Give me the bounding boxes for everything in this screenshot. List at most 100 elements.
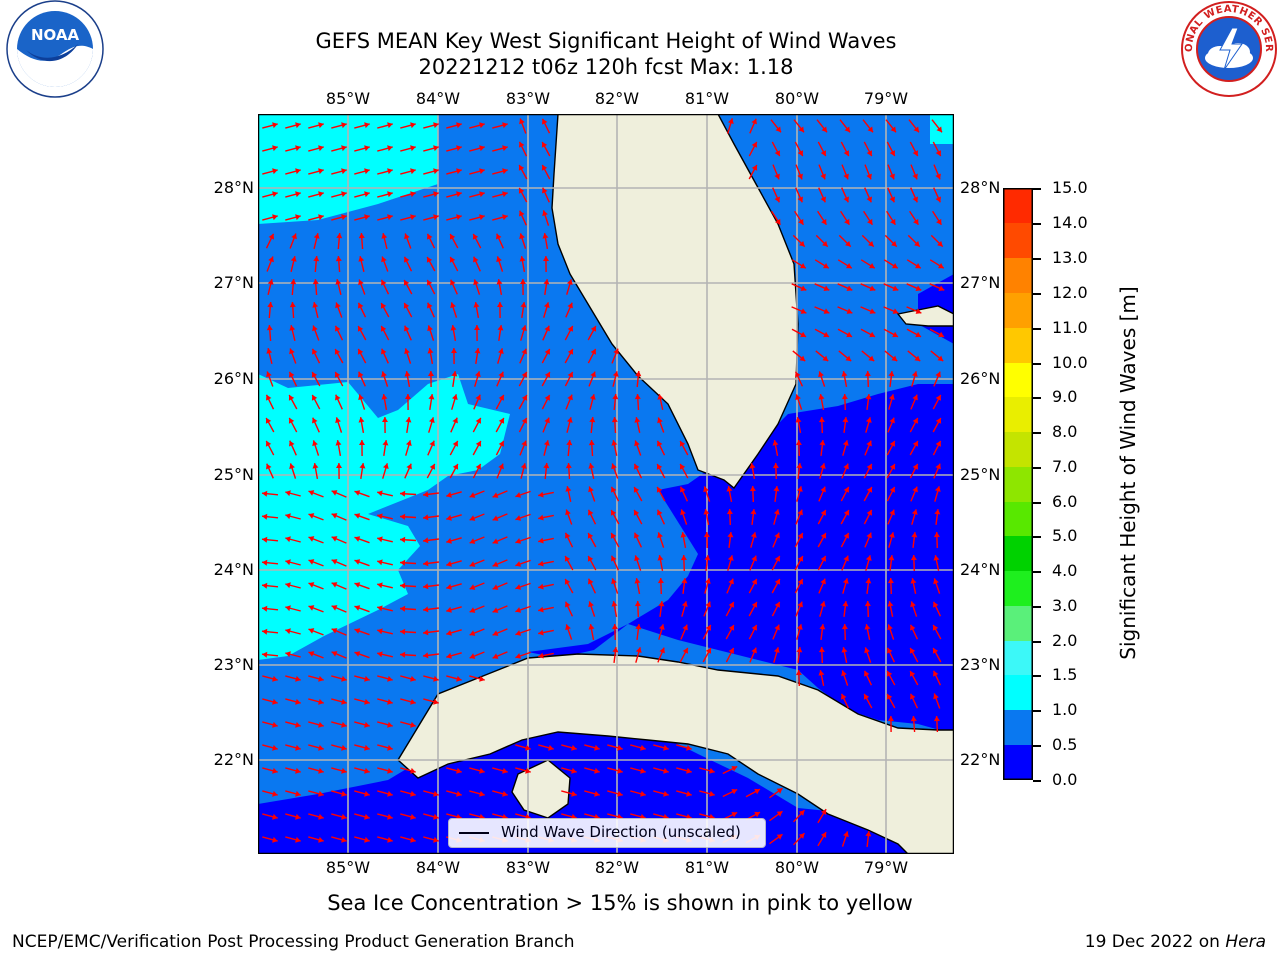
colorbar-tick-label: 1.5	[1052, 665, 1078, 684]
wave-arrow-head	[865, 394, 872, 400]
wave-arrow-head	[888, 394, 895, 400]
wave-arrow-head	[403, 302, 410, 309]
lon-label-top: 79°W	[863, 89, 909, 108]
wave-arrow-head	[433, 675, 439, 682]
wave-arrow-head	[567, 394, 573, 401]
wave-arrow-head	[521, 371, 527, 378]
wave-arrow-head	[358, 233, 365, 239]
wave-arrow-head	[912, 173, 918, 180]
wave-arrow-head	[475, 417, 481, 424]
colorbar-tick-label: 1.0	[1052, 700, 1078, 719]
footer-host: Hera	[1225, 932, 1266, 952]
wave-arrow-head	[542, 210, 548, 217]
wave-arrow-head	[887, 647, 893, 654]
wave-arrow-head	[933, 601, 939, 608]
wave-arrow-head	[334, 349, 341, 355]
wave-arrow-head	[612, 394, 619, 400]
wave-arrow-head	[754, 811, 760, 818]
wave-arrow-head	[680, 555, 687, 561]
wave-arrow-head	[266, 348, 273, 354]
wave-arrow-head	[663, 790, 669, 797]
wave-arrow-head	[820, 150, 826, 157]
wave-arrow-head	[295, 744, 301, 751]
wave-arrow-head	[515, 607, 522, 613]
wave-arrow-head	[446, 606, 452, 613]
wave-arrow-head	[566, 417, 573, 423]
lon-label-top: 83°W	[505, 89, 551, 108]
wave-arrow-head	[341, 836, 347, 843]
wave-arrow-head	[821, 218, 827, 225]
wave-arrow-head	[295, 214, 301, 221]
wave-arrow-head	[331, 605, 338, 611]
wave-arrow-head	[272, 698, 278, 705]
wave-arrow-head	[800, 263, 806, 269]
wave-arrow-head	[774, 555, 780, 562]
wave-arrow-head	[262, 559, 268, 566]
wave-arrow-head	[380, 325, 387, 332]
wave-band-1.0-1.5-east-corner	[930, 114, 954, 144]
wave-arrow-head	[364, 122, 370, 129]
wave-arrow-head	[915, 331, 921, 338]
wave-arrow-head	[428, 394, 435, 400]
wave-arrow-head	[295, 168, 301, 175]
wave-arrow-head	[456, 122, 462, 129]
wave-arrow-head	[318, 214, 324, 221]
wave-arrow-head	[354, 513, 361, 519]
wave-arrow-head	[335, 440, 342, 446]
wave-arrow-head	[774, 173, 780, 180]
wave-arrow-head	[589, 417, 596, 423]
wave-arrow-head	[492, 561, 499, 567]
wave-arrow-head	[410, 721, 416, 728]
wave-arrow-head	[265, 418, 272, 424]
lat-label-right: 26°N	[960, 369, 1001, 388]
wave-arrow-head	[679, 463, 686, 470]
wave-arrow-head	[594, 767, 600, 774]
wave-arrow-head	[427, 302, 433, 309]
wave-arrow-head	[341, 191, 347, 198]
wave-arrow-head	[479, 767, 485, 774]
wave-arrow-head	[479, 191, 485, 198]
wave-arrow-head	[520, 463, 527, 469]
wave-arrow-head	[640, 790, 646, 797]
wave-arrow-head	[358, 417, 365, 423]
wave-arrow-head	[318, 145, 324, 152]
wave-arrow-head	[479, 145, 485, 152]
wave-arrow-head	[594, 744, 600, 751]
wave-arrow-head	[934, 486, 941, 492]
wave-arrow-head	[679, 441, 686, 447]
colorbar-tick-mark	[1033, 397, 1041, 399]
wave-arrow-head	[272, 168, 278, 175]
wave-arrow-head	[318, 813, 324, 820]
wave-arrow-head	[772, 463, 779, 469]
wave-arrow-head	[341, 790, 347, 797]
wave-arrow-head	[492, 630, 499, 636]
wave-arrow-head	[910, 578, 917, 584]
wave-arrow-head	[427, 348, 434, 354]
map-border	[258, 114, 954, 854]
wave-arrow-head	[429, 463, 435, 470]
wave-arrow-head	[635, 624, 642, 630]
colorbar-tick-mark	[1033, 293, 1041, 295]
colorbar-border	[1003, 188, 1033, 780]
wave-arrow-head	[450, 325, 457, 331]
wave-arrow-head	[502, 122, 508, 129]
wave-arrow-head	[640, 744, 646, 751]
wave-arrow-head	[331, 582, 338, 588]
wave-arrow-head	[727, 555, 734, 561]
wave-arrow-head	[502, 214, 508, 221]
wave-arrow-head	[423, 652, 429, 659]
wave-arrow-head	[749, 463, 756, 469]
wave-arrow-head	[400, 582, 406, 589]
colorbar-tick-label: 12.0	[1052, 283, 1088, 302]
colorbar-tick-label: 2.0	[1052, 631, 1078, 650]
wave-arrow-head	[295, 145, 301, 152]
wave-arrow-head	[634, 440, 640, 447]
wave-arrow-head	[774, 579, 781, 585]
wave-arrow-head	[515, 584, 522, 590]
wave-arrow-head	[387, 168, 393, 175]
wave-arrow-head	[796, 486, 803, 492]
wave-arrow-head	[541, 142, 548, 148]
wave-arrow-head	[358, 279, 364, 286]
wave-arrow-head	[433, 698, 439, 705]
wave-arrow-head	[335, 325, 341, 332]
